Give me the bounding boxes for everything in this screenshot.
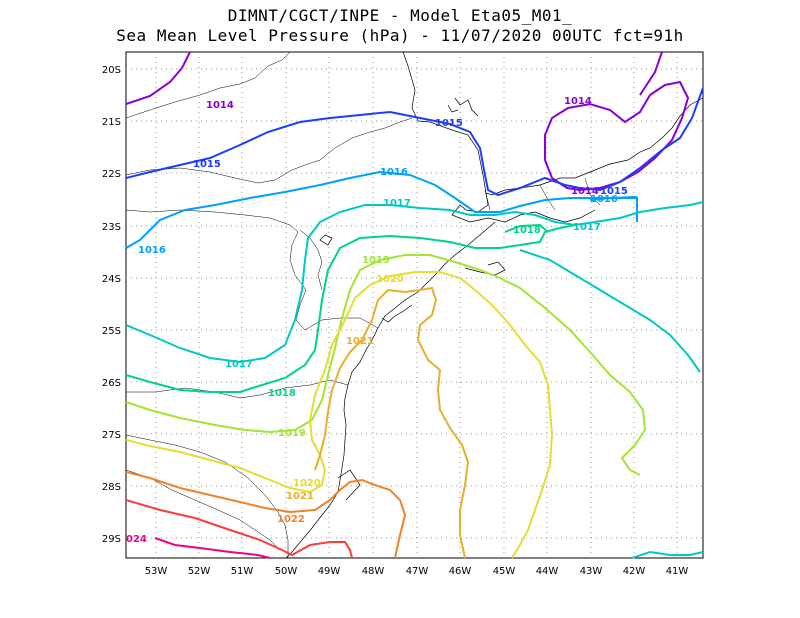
lon-tick: 42W: [623, 566, 646, 577]
isobar-1019: [125, 254, 647, 476]
lon-tick: 47W: [406, 566, 429, 577]
label-1018-a: 1018: [268, 388, 296, 399]
isobar-1018-east: [504, 223, 549, 233]
lat-tick: 26S: [102, 378, 121, 389]
lon-tick: 45W: [493, 566, 516, 577]
label-1019-a: 1019: [278, 428, 306, 439]
label-1015-b: 1015: [435, 118, 463, 129]
label-1016-a: 1016: [138, 245, 166, 256]
lon-tick: 44W: [536, 566, 559, 577]
lat-tick: 28S: [102, 482, 121, 493]
label-1021-a: 1021: [286, 491, 314, 502]
longitude-axis: 53W 52W 51W 50W 49W 48W 47W 46W 45W 44W …: [145, 566, 689, 577]
isobar-1022: [125, 471, 407, 559]
lon-tick: 53W: [145, 566, 168, 577]
isobar-1016: [125, 170, 638, 249]
isobar-1019-se: [631, 550, 704, 559]
label-1021-b: 1021: [346, 336, 374, 347]
lat-tick: 25S: [102, 326, 121, 337]
label-1016-c: 1016: [590, 194, 618, 205]
lat-tick: 27S: [102, 430, 121, 441]
map-title-line-2: Sea Mean Level Pressure (hPa) - 11/07/20…: [116, 26, 684, 45]
isobar-1021: [314, 286, 470, 559]
lon-tick: 52W: [188, 566, 211, 577]
isobar-1023: [125, 499, 353, 559]
isobar-1017-south: [519, 249, 701, 373]
lat-tick: 24S: [102, 274, 121, 285]
label-1017-a: 1017: [225, 359, 253, 370]
graticule: [126, 52, 703, 558]
lon-tick: 50W: [275, 566, 298, 577]
label-1024: 024: [126, 534, 147, 545]
label-1014-b: 1014: [564, 96, 592, 107]
label-1018-b: 1018: [513, 225, 541, 236]
map-frame: [125, 51, 704, 559]
lon-tick: 48W: [362, 566, 385, 577]
lat-tick: 23S: [102, 222, 121, 233]
lat-tick: 22S: [102, 169, 121, 180]
label-1016-b: 1016: [380, 167, 408, 178]
lon-tick: 43W: [580, 566, 603, 577]
lat-tick: 21S: [102, 117, 121, 128]
isobars: [125, 51, 704, 559]
isobar-1017-north: [125, 201, 704, 364]
label-1022: 1022: [277, 514, 305, 525]
label-1020-b: 1020: [376, 274, 404, 285]
isobar-1018: [125, 224, 576, 393]
isobar-1015: [125, 87, 704, 197]
isobar-1014-east: [544, 80, 690, 192]
isobar-1020: [125, 271, 554, 559]
label-1015-c: 1015: [600, 186, 628, 197]
isobar-1014-ne: [639, 51, 663, 96]
lon-tick: 49W: [318, 566, 341, 577]
label-1014-a: 1014: [206, 100, 234, 111]
label-1014-c: 1014: [571, 186, 599, 197]
label-1020-a: 1020: [293, 478, 321, 489]
label-1019-b: 1019: [362, 255, 390, 266]
label-1015-a: 1015: [193, 159, 221, 170]
lat-tick: 20S: [102, 65, 121, 76]
lon-tick: 46W: [449, 566, 472, 577]
map-title-line-1: DIMNT/CGCT/INPE - Model Eta05_M01_: [227, 6, 573, 25]
isobar-1016-east: [589, 196, 638, 201]
isobar-labels: 1014 1014 1014 1015 1015 1015 1016 1016 …: [126, 96, 628, 545]
isobar-1014-west: [125, 51, 191, 105]
lat-tick: 29S: [102, 534, 121, 545]
isobar-1024: [154, 537, 271, 559]
lon-tick: 41W: [666, 566, 689, 577]
label-1017-b: 1017: [383, 198, 411, 209]
label-1017-c: 1017: [573, 222, 601, 233]
lon-tick: 51W: [231, 566, 254, 577]
latitude-axis: 20S 21S 22S 23S 24S 25S 26S 27S 28S 29S: [102, 65, 121, 545]
